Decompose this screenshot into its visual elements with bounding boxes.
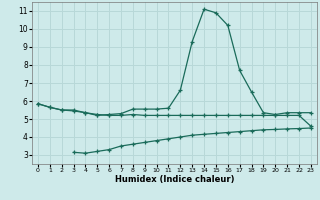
X-axis label: Humidex (Indice chaleur): Humidex (Indice chaleur) [115,175,234,184]
